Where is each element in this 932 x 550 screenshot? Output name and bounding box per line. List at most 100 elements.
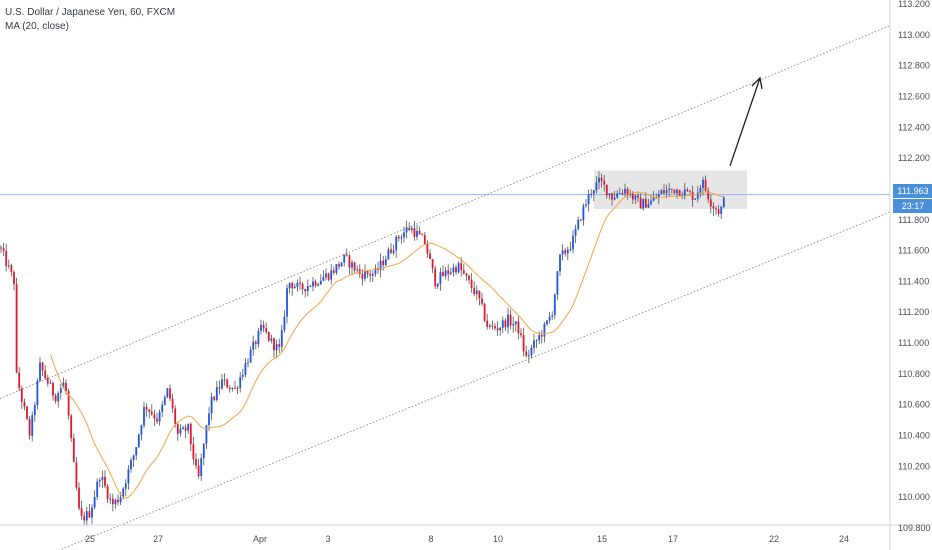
candle-body [10,265,13,272]
candle-body [608,193,611,196]
candle-body [699,187,702,193]
candle [670,188,673,194]
candle-body [93,496,96,508]
candle-body [408,227,411,231]
candle-body [239,376,242,389]
candle-body [332,270,335,273]
candle [369,270,372,282]
candle-body [462,270,465,274]
candle-body [15,284,18,373]
candle-body [215,387,218,400]
candle [161,400,164,418]
candle [626,186,629,200]
candle [304,288,307,298]
candle [280,324,283,352]
candle-body [65,382,67,391]
candle-body [202,443,205,459]
candle [130,457,132,473]
candle-body [457,263,460,273]
candle-body [41,362,44,371]
candle [309,284,312,288]
candle [75,457,78,491]
candle [291,281,294,296]
candle [351,259,353,275]
candle-body [340,262,343,267]
candle [494,323,496,331]
candle [317,282,320,287]
candle-body [174,408,177,425]
candle-body [676,189,678,194]
candle [564,247,567,257]
x-tick-label: 15 [597,534,607,544]
candle-body [551,315,554,317]
candle [319,274,322,285]
candle [343,254,346,267]
candle [501,316,504,334]
candle-body [384,259,387,266]
candle-body [127,469,130,484]
candle [717,204,720,217]
candle-body [223,379,226,381]
candle-body [148,409,151,412]
candle-body [631,193,634,200]
candle [70,413,73,443]
candle [109,493,112,505]
candle-body [189,423,192,445]
y-tick-label: 111.000 [898,338,929,348]
candle [52,381,54,401]
candle-body [119,497,122,503]
candle [114,498,117,509]
candle [561,244,564,261]
candle-body [722,197,725,208]
candle-body [507,314,509,328]
candle-body [410,228,413,231]
candle [210,392,213,421]
candle [715,206,717,216]
candle [78,482,80,511]
x-tick-label: 24 [839,534,849,544]
candle [200,453,203,481]
candle-body [13,271,15,285]
candle [124,479,127,497]
candle-body [54,395,57,402]
candle [234,380,236,390]
candle [330,264,333,285]
candle [286,284,288,324]
candle [540,329,543,344]
candle [301,282,304,295]
candle-body [213,396,216,400]
y-tick-label: 110.600 [898,400,930,410]
candle [101,470,104,488]
candle [408,222,411,231]
candle [499,326,502,336]
candle-body [556,271,559,295]
candle-body [413,228,416,237]
candle-body [486,320,489,327]
candle-body [449,272,452,274]
candle-body [579,219,582,221]
candle [535,339,538,349]
symbol-title: U.S. Dollar / Japanese Yen, 60, FXCM [5,7,176,18]
price-badge-bg [893,184,932,198]
candle-body [517,321,520,334]
time-axis[interactable]: 25 27 Apr 3 8 10 15 17 22 24 [85,534,849,544]
candle [44,365,47,380]
candle-body [275,344,278,351]
candle [145,403,148,417]
candle-body [26,406,28,419]
candle [582,203,585,226]
candle [481,292,483,307]
x-tick-label: 17 [668,534,678,544]
candle-body [598,177,600,183]
candle-body [221,379,223,389]
candle-body [616,193,619,198]
candle [158,409,161,426]
candle [585,199,587,208]
candle-body [590,193,593,195]
candle-body [343,254,346,263]
candle [587,189,590,212]
candle [709,194,712,214]
candle [26,405,28,421]
price-axis[interactable]: 113.200 113.000 112.800 112.600 112.400 112.2… [898,0,931,533]
